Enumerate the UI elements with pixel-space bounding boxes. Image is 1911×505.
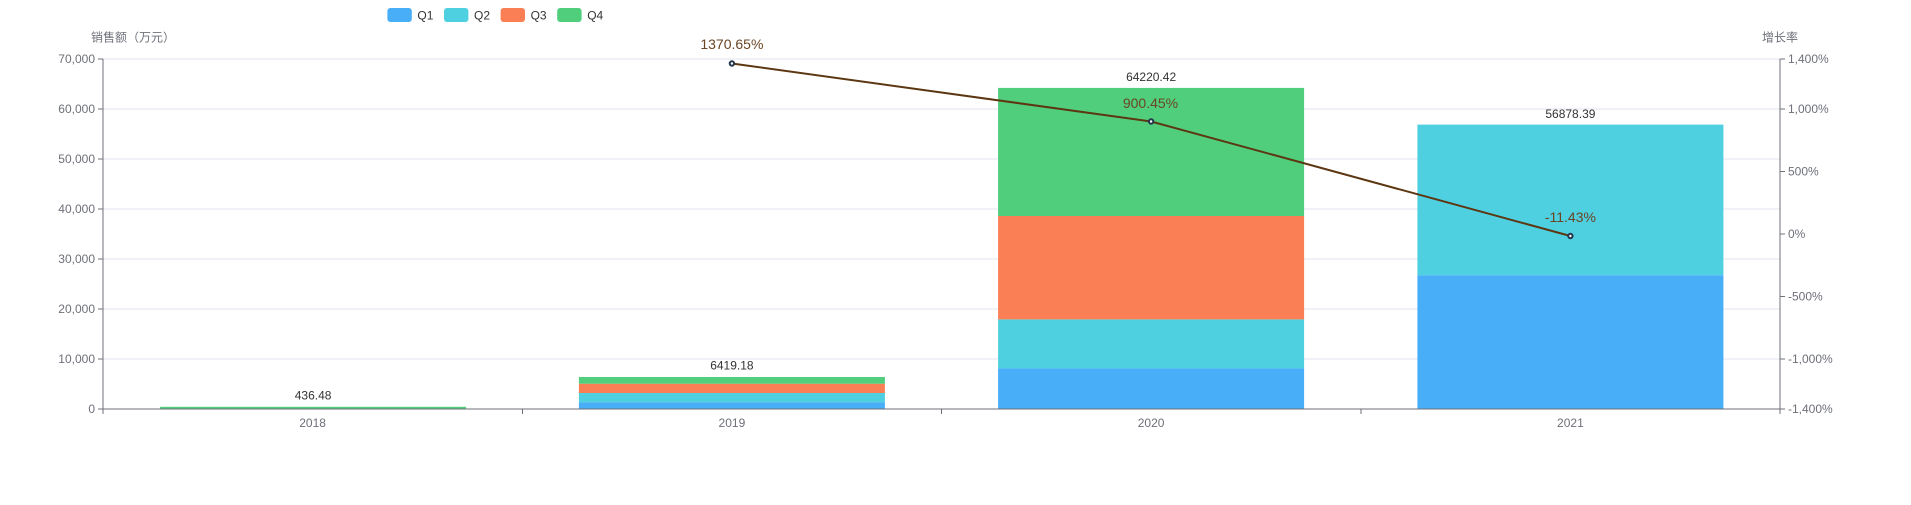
svg-text:-500%: -500% xyxy=(1788,290,1823,304)
svg-text:20,000: 20,000 xyxy=(58,302,95,316)
svg-text:1,000%: 1,000% xyxy=(1788,102,1829,116)
svg-text:增长率: 增长率 xyxy=(1762,30,1798,45)
svg-text:2020: 2020 xyxy=(1138,416,1165,430)
svg-text:-1,000%: -1,000% xyxy=(1788,352,1833,366)
svg-text:销售额（万元）: 销售额（万元） xyxy=(91,30,175,45)
svg-text:56878.39: 56878.39 xyxy=(1545,107,1595,121)
svg-text:6419.18: 6419.18 xyxy=(710,358,754,372)
svg-text:-11.43%: -11.43% xyxy=(1545,209,1596,225)
svg-text:500%: 500% xyxy=(1788,165,1819,179)
svg-text:40,000: 40,000 xyxy=(58,202,95,216)
svg-text:60,000: 60,000 xyxy=(58,102,95,116)
svg-text:Q3: Q3 xyxy=(531,8,547,22)
svg-text:64220.42: 64220.42 xyxy=(1126,70,1176,84)
svg-text:Q4: Q4 xyxy=(587,8,603,22)
svg-text:2018: 2018 xyxy=(299,416,326,430)
svg-text:2019: 2019 xyxy=(719,416,746,430)
svg-text:0%: 0% xyxy=(1788,227,1806,241)
svg-text:2021: 2021 xyxy=(1557,416,1584,430)
svg-text:50,000: 50,000 xyxy=(58,152,95,166)
svg-text:Q2: Q2 xyxy=(474,8,490,22)
svg-text:30,000: 30,000 xyxy=(58,252,95,266)
svg-text:10,000: 10,000 xyxy=(58,352,95,366)
svg-text:70,000: 70,000 xyxy=(58,52,95,66)
svg-text:-1,400%: -1,400% xyxy=(1788,402,1833,416)
svg-text:0: 0 xyxy=(88,402,95,416)
svg-text:900.45%: 900.45% xyxy=(1123,95,1178,111)
svg-text:Q1: Q1 xyxy=(417,8,433,22)
svg-text:1,400%: 1,400% xyxy=(1788,52,1829,66)
svg-text:436.48: 436.48 xyxy=(295,388,332,402)
svg-text:1370.65%: 1370.65% xyxy=(700,36,763,52)
